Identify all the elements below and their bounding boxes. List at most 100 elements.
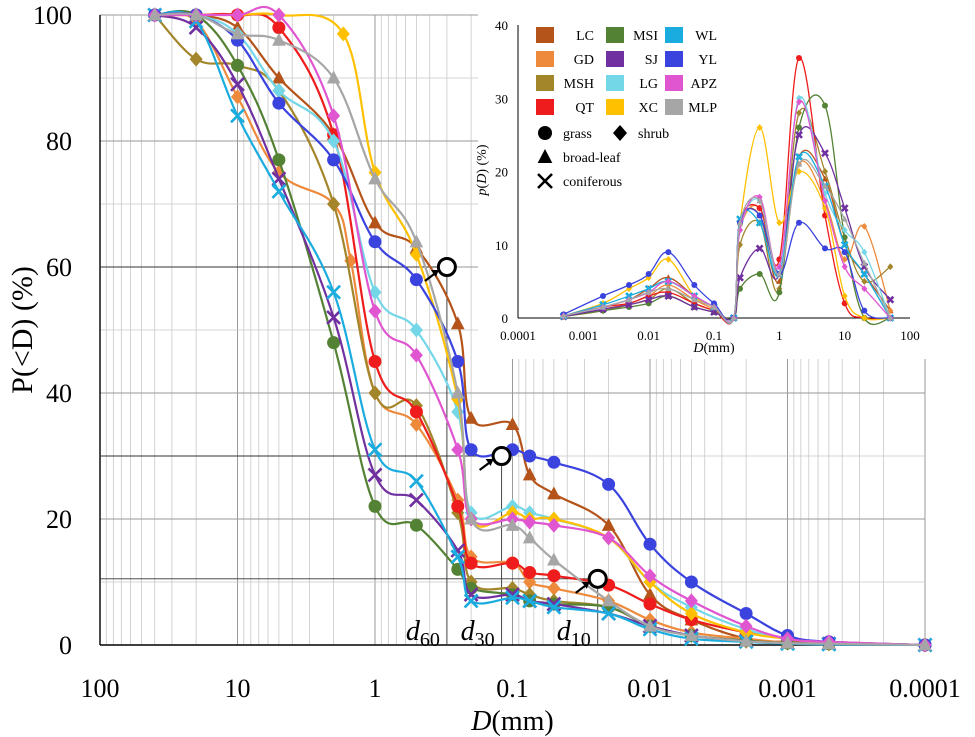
x-axis-title: D(mm) <box>470 706 553 737</box>
inset-series-mlp <box>560 158 894 324</box>
inset-data-point <box>625 300 633 309</box>
data-point <box>822 636 836 650</box>
legend-swatch <box>606 51 624 67</box>
legend-label: LC <box>576 29 594 44</box>
data-point <box>602 530 616 546</box>
data-point <box>408 492 424 508</box>
inset-data-point <box>796 168 803 175</box>
legend-swatch <box>536 27 554 43</box>
legend-label: APZ <box>691 77 717 92</box>
data-point <box>505 590 520 606</box>
inset-data-point <box>861 259 868 266</box>
data-point <box>643 587 657 601</box>
inset-data-point <box>756 197 763 204</box>
inset-data-point <box>756 205 763 212</box>
data-point <box>547 486 561 500</box>
inset-data-point <box>841 255 848 263</box>
data-point <box>409 405 423 419</box>
inset-data-point <box>821 175 829 182</box>
data-point <box>368 355 382 368</box>
inset-x-tick-label: 0.001 <box>569 328 598 343</box>
legend-label: MSI <box>633 29 658 44</box>
inset-data-point <box>841 226 848 234</box>
data-point <box>231 7 244 23</box>
inset-x-tick-label: 0.1 <box>706 328 722 343</box>
inset-data-point <box>821 204 828 212</box>
data-point <box>368 171 382 185</box>
data-point <box>272 70 286 84</box>
x-tick-label: 0.01 <box>627 674 673 703</box>
data-point <box>643 568 657 584</box>
series-mlp <box>147 7 932 651</box>
data-point <box>367 467 383 483</box>
data-point <box>739 607 753 620</box>
data-point <box>451 442 465 458</box>
inset-data-point <box>861 314 868 322</box>
inset-data-point <box>796 94 803 102</box>
data-point <box>272 96 286 110</box>
annotation-label-d60: d60 <box>406 616 440 651</box>
inset-data-point <box>795 152 803 161</box>
data-point <box>601 606 617 621</box>
data-point <box>231 89 244 105</box>
annotation-label-d30: d30 <box>461 616 495 651</box>
inset-data-point <box>887 263 894 271</box>
inset-data-point <box>861 248 868 256</box>
data-point <box>147 7 162 21</box>
data-point <box>230 26 245 40</box>
inset-data-point <box>756 212 763 219</box>
legend-label: MSH <box>564 77 594 92</box>
annotation-label-d10: d10 <box>557 616 591 651</box>
legend-swatch <box>536 75 554 91</box>
inset-data-point <box>665 255 672 263</box>
legend-label: GD <box>574 53 594 68</box>
data-point <box>326 309 342 325</box>
inset-data-point <box>756 271 763 278</box>
legend-marker-label: shrub <box>638 127 669 142</box>
inset-data-point <box>796 109 803 117</box>
marker-stroke <box>644 295 653 304</box>
x-tick-label: 0.001 <box>758 674 817 703</box>
data-point <box>230 76 245 92</box>
annotation-arrowhead <box>581 581 590 589</box>
inset-data-point <box>860 270 869 278</box>
data-point <box>602 477 616 491</box>
inset-data-point <box>821 102 828 109</box>
marker-stroke <box>690 303 699 311</box>
annotation-circle <box>587 568 608 589</box>
inset-data-point <box>645 271 652 278</box>
inset-data-point <box>861 285 868 293</box>
legend-label: QT <box>575 101 594 116</box>
data-point <box>188 20 204 36</box>
inset-data-point <box>796 219 803 226</box>
inset-data-point <box>841 300 848 307</box>
y-tick-label: 20 <box>46 505 72 534</box>
inset-legend: LC GD MSH QT MSI SJ LG XC WL YL APZ MLP grass shrub br… <box>536 27 717 190</box>
marker-stroke <box>886 295 895 304</box>
data-point <box>523 514 537 530</box>
data-point <box>451 355 465 368</box>
data-point <box>523 449 537 463</box>
inset-data-point <box>691 292 698 300</box>
inset-data-point <box>776 263 783 271</box>
legend-swatch <box>606 27 624 43</box>
data-point <box>409 273 423 287</box>
inset-data-point <box>841 215 848 222</box>
data-point <box>189 7 203 21</box>
inset-x-tick-label: 1 <box>776 328 783 343</box>
inset-data-point <box>736 273 744 282</box>
data-point <box>367 442 383 458</box>
marker-stroke <box>821 149 829 158</box>
inset-data-point <box>841 234 848 241</box>
data-point <box>547 517 561 533</box>
inset-series-line <box>563 158 891 324</box>
inset-y-tick-label: 30 <box>495 91 508 106</box>
data-point <box>336 26 350 42</box>
legend-marker-label: grass <box>563 127 592 142</box>
data-point <box>409 322 423 338</box>
inset-data-point <box>736 219 744 226</box>
inset-data-point <box>710 303 718 310</box>
data-point <box>327 196 341 212</box>
